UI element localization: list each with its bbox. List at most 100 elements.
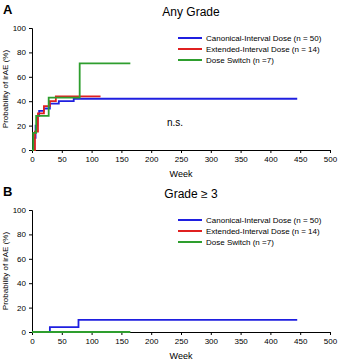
legend: Canonical-Interval Dose (n = 50) Extended… (178, 34, 322, 65)
x-tick-label: 250 (175, 155, 189, 164)
y-axis-title: Probability of irAE (%) (1, 50, 10, 129)
y-tick-mark (29, 259, 32, 260)
x-tick-label: 300 (205, 337, 219, 346)
legend-label: Canonical-Interval Dose (n = 50) (206, 34, 322, 43)
x-tick: 250 (175, 332, 189, 346)
x-tick-label: 100 (85, 337, 99, 346)
y-tick-mark (29, 283, 32, 284)
x-tick-mark (330, 332, 331, 335)
y-tick-label: 20 (17, 304, 26, 313)
x-tick: 150 (115, 150, 129, 164)
legend-swatch (178, 219, 202, 221)
x-tick: 50 (58, 150, 67, 164)
chart-title: Any Grade (162, 5, 220, 19)
x-tick: 350 (234, 150, 248, 164)
y-tick-mark (29, 126, 32, 127)
y-tick-mark (29, 210, 32, 211)
x-axis-title: Week (170, 169, 193, 179)
plot-lines (32, 320, 297, 332)
x-tick: 300 (205, 150, 219, 164)
x-tick-mark (330, 150, 331, 153)
x-tick-mark (300, 150, 301, 153)
y-tick-label: 40 (17, 97, 26, 106)
y-tick: 40 (17, 97, 32, 106)
x-tick-mark (181, 332, 182, 335)
y-tick-mark (29, 332, 32, 333)
legend-label: Canonical-Interval Dose (n = 50) (206, 216, 322, 225)
legend-swatch (178, 59, 202, 61)
x-tick-mark (181, 150, 182, 153)
x-tick-label: 450 (294, 155, 308, 164)
y-tick-mark (29, 308, 32, 309)
x-tick: 100 (85, 332, 99, 346)
x-tick-mark (300, 332, 301, 335)
x-tick: 150 (115, 332, 129, 346)
x-axis: 0 50 100 150 200 250 300 350 400 450 500 (30, 150, 337, 164)
x-tick: 0 (30, 332, 35, 346)
x-tick-label: 350 (234, 155, 248, 164)
x-tick: 500 (324, 332, 338, 346)
x-tick-mark (270, 150, 271, 153)
panel-label: B (3, 184, 12, 199)
x-tick: 350 (234, 332, 248, 346)
legend-label: Dose Switch (n =7) (206, 238, 274, 247)
x-tick-mark (211, 150, 212, 153)
x-tick: 400 (264, 150, 278, 164)
x-tick: 0 (30, 150, 35, 164)
x-tick-label: 200 (145, 155, 159, 164)
y-axis: 0 20 40 60 80 100 (13, 206, 33, 337)
y-tick: 0 (22, 328, 32, 337)
panel: A Any Grade 0 50 100 150 200 250 300 350 400 450 500… (1, 2, 338, 179)
legend-label: Extended-Interval Dose (n = 14) (206, 227, 320, 236)
y-axis-line (29, 211, 33, 333)
y-tick-mark (29, 101, 32, 102)
y-axis-line (29, 29, 33, 151)
x-tick: 200 (145, 332, 159, 346)
x-axis-line (33, 333, 331, 336)
y-tick-label: 80 (17, 230, 26, 239)
series-line (32, 331, 130, 333)
y-tick: 60 (17, 255, 32, 264)
x-tick-label: 400 (264, 155, 278, 164)
x-tick: 200 (145, 150, 159, 164)
x-tick-mark (121, 150, 122, 153)
x-tick-mark (151, 332, 152, 335)
x-axis-line (33, 151, 331, 154)
legend-label: Extended-Interval Dose (n = 14) (206, 45, 320, 54)
x-tick-label: 300 (205, 155, 219, 164)
y-tick-label: 100 (13, 206, 27, 215)
legend-label: Dose Switch (n =7) (206, 56, 274, 65)
x-tick-label: 100 (85, 155, 99, 164)
y-tick: 20 (17, 304, 32, 313)
x-tick-mark (92, 150, 93, 153)
y-tick-mark (29, 52, 32, 53)
y-tick-label: 100 (13, 24, 27, 33)
y-tick-mark (29, 234, 32, 235)
panel-label: A (3, 2, 13, 17)
series-line (32, 320, 297, 332)
x-tick-mark (241, 332, 242, 335)
chart-title: Grade ≥ 3 (164, 187, 218, 201)
x-tick-label: 250 (175, 337, 189, 346)
x-tick-mark (211, 332, 212, 335)
x-tick-label: 150 (115, 337, 129, 346)
x-tick-label: 450 (294, 337, 308, 346)
x-tick-mark (62, 150, 63, 153)
y-tick-mark (29, 150, 32, 151)
x-tick-label: 50 (58, 337, 67, 346)
series-line (32, 96, 101, 150)
y-tick-label: 20 (17, 122, 26, 131)
legend-swatch (178, 48, 202, 50)
legend: Canonical-Interval Dose (n = 50) Extended… (178, 216, 322, 247)
y-tick-label: 40 (17, 279, 26, 288)
x-tick-label: 200 (145, 337, 159, 346)
figure: AAny Grade050100150200250300350400450500… (0, 0, 341, 364)
x-tick-label: 0 (30, 155, 35, 164)
x-tick-label: 350 (234, 337, 248, 346)
y-tick: 40 (17, 279, 32, 288)
x-tick: 400 (264, 332, 278, 346)
x-tick-label: 500 (324, 337, 338, 346)
x-axis: 0 50 100 150 200 250 300 350 400 450 500 (30, 332, 337, 346)
x-tick-label: 500 (324, 155, 338, 164)
y-tick: 100 (13, 206, 32, 215)
